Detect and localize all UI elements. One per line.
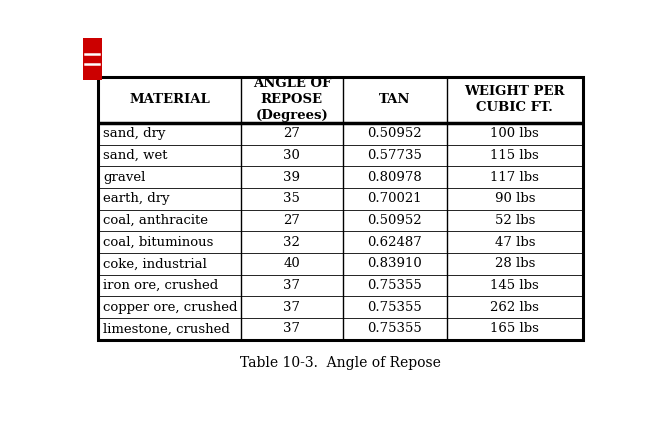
Text: 37: 37 — [283, 301, 300, 314]
Text: 39: 39 — [283, 171, 300, 184]
Text: 0.57735: 0.57735 — [368, 149, 422, 162]
Text: gravel: gravel — [103, 171, 145, 184]
Text: 47 lbs: 47 lbs — [494, 236, 535, 249]
Text: 262 lbs: 262 lbs — [490, 301, 539, 314]
Text: TAN: TAN — [379, 94, 411, 106]
Text: iron ore, crushed: iron ore, crushed — [103, 279, 218, 292]
Text: 40: 40 — [283, 257, 300, 271]
Text: 35: 35 — [283, 192, 300, 205]
Text: MATERIAL: MATERIAL — [129, 94, 210, 106]
Bar — [82, 38, 102, 80]
Text: sand, dry: sand, dry — [103, 127, 166, 140]
Text: WEIGHT PER
CUBIC FT.: WEIGHT PER CUBIC FT. — [465, 86, 565, 114]
Text: 52 lbs: 52 lbs — [495, 214, 535, 227]
Text: 37: 37 — [283, 279, 300, 292]
Text: 0.80978: 0.80978 — [368, 171, 422, 184]
Text: coal, anthracite: coal, anthracite — [103, 214, 208, 227]
Text: 90 lbs: 90 lbs — [494, 192, 535, 205]
Text: 28 lbs: 28 lbs — [495, 257, 535, 271]
Text: coal, bituminous: coal, bituminous — [103, 236, 213, 249]
Text: 30: 30 — [283, 149, 300, 162]
Text: 32: 32 — [283, 236, 300, 249]
Text: Table 10-3.  Angle of Repose: Table 10-3. Angle of Repose — [240, 356, 441, 370]
Text: 27: 27 — [283, 214, 300, 227]
Text: 115 lbs: 115 lbs — [490, 149, 539, 162]
Text: 117 lbs: 117 lbs — [490, 171, 539, 184]
Text: 0.75355: 0.75355 — [368, 323, 422, 335]
Text: 0.62487: 0.62487 — [368, 236, 422, 249]
Text: earth, dry: earth, dry — [103, 192, 170, 205]
Text: 100 lbs: 100 lbs — [490, 127, 539, 140]
Text: ANGLE OF
REPOSE
(Degrees): ANGLE OF REPOSE (Degrees) — [253, 78, 331, 123]
Text: 0.50952: 0.50952 — [368, 214, 422, 227]
Text: 165 lbs: 165 lbs — [490, 323, 539, 335]
Text: sand, wet: sand, wet — [103, 149, 168, 162]
Text: 0.70021: 0.70021 — [368, 192, 422, 205]
Text: 37: 37 — [283, 323, 300, 335]
Text: limestone, crushed: limestone, crushed — [103, 323, 230, 335]
Text: 0.50952: 0.50952 — [368, 127, 422, 140]
Text: 145 lbs: 145 lbs — [490, 279, 539, 292]
Text: 0.75355: 0.75355 — [368, 279, 422, 292]
Text: 0.83910: 0.83910 — [368, 257, 422, 271]
Text: copper ore, crushed: copper ore, crushed — [103, 301, 238, 314]
Text: 0.75355: 0.75355 — [368, 301, 422, 314]
Text: coke, industrial: coke, industrial — [103, 257, 207, 271]
Text: 27: 27 — [283, 127, 300, 140]
